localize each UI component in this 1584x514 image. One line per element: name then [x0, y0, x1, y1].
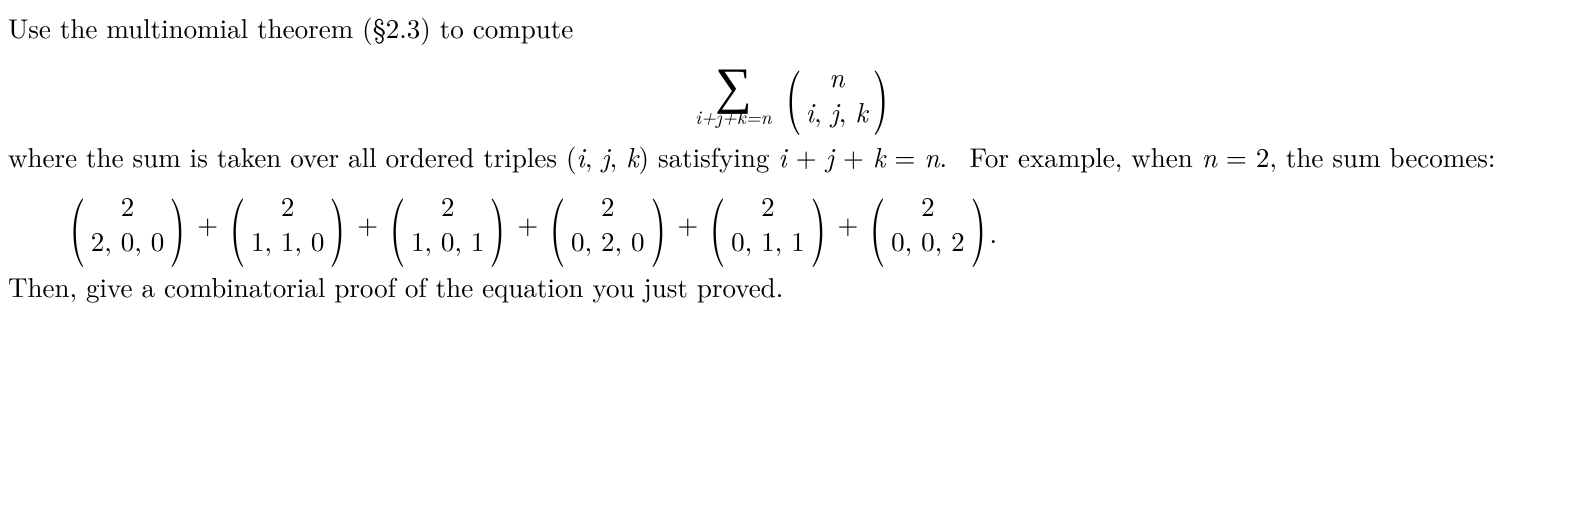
sigma-symbol: ∑	[695, 59, 772, 105]
display-equation-2: (22, 0, 0)+(21, 1, 0)+(21, 0, 1)+(20, 2,…	[68, 188, 1576, 258]
plus-sign: +	[517, 206, 538, 241]
term-top: 2	[251, 188, 325, 223]
right-paren: )	[810, 196, 826, 248]
right-paren: )	[970, 196, 986, 248]
left-paren: (	[710, 196, 726, 248]
term-bottom: 1, 1, 0	[251, 223, 325, 258]
multinom-term: (20, 1, 1)	[704, 188, 831, 258]
right-paren: )	[170, 196, 186, 248]
left-paren: (	[390, 196, 406, 248]
plus-sign: +	[677, 206, 698, 241]
term-top: 2	[411, 188, 485, 223]
multinom-coeff: ( n i, j, k )	[781, 59, 893, 129]
plus-sign: +	[837, 206, 858, 241]
multinom-term: (20, 0, 2)	[864, 188, 991, 258]
term-top: 2	[891, 188, 965, 223]
term-bottom: 1, 0, 1	[411, 223, 485, 258]
multinom-term: (20, 2, 0)	[544, 188, 671, 258]
left-paren: (	[550, 196, 566, 248]
intro-text: Use the multinomial theorem (§2.3) to co…	[8, 10, 1576, 45]
multinom-term: (21, 0, 1)	[384, 188, 511, 258]
term-bottom: 0, 2, 0	[571, 223, 645, 258]
left-paren: (	[870, 196, 886, 248]
left-paren: (	[229, 196, 245, 248]
term-bottom: 0, 0, 2	[891, 223, 965, 258]
period: .	[989, 215, 997, 250]
right-paren: )	[330, 196, 346, 248]
term-bottom: 0, 1, 1	[731, 223, 805, 258]
coeff-bottom: i, j, k	[806, 94, 868, 129]
left-paren: (	[69, 196, 85, 248]
plus-sign: +	[357, 206, 378, 241]
closing-text: Then, give a combinatorial proof of the …	[8, 269, 1576, 304]
summation: ∑ i+j+k=n	[695, 59, 772, 128]
display-equation-1: ∑ i+j+k=n ( n i, j, k )	[8, 59, 1576, 129]
sigma-sub: i+j+k=n	[695, 104, 772, 129]
term-top: 2	[91, 188, 165, 223]
term-bottom: 2, 0, 0	[91, 223, 165, 258]
right-paren: )	[872, 68, 888, 117]
plus-sign: +	[197, 206, 218, 241]
coeff-top: n	[806, 59, 868, 94]
multinom-term: (21, 1, 0)	[224, 188, 351, 258]
term-top: 2	[731, 188, 805, 223]
explain-text: where the sum is taken over all ordered …	[8, 139, 1576, 174]
right-paren: )	[490, 196, 506, 248]
multinom-term: (22, 0, 0)	[64, 188, 191, 258]
left-paren: (	[785, 68, 801, 117]
term-top: 2	[571, 188, 645, 223]
right-paren: )	[650, 196, 666, 248]
